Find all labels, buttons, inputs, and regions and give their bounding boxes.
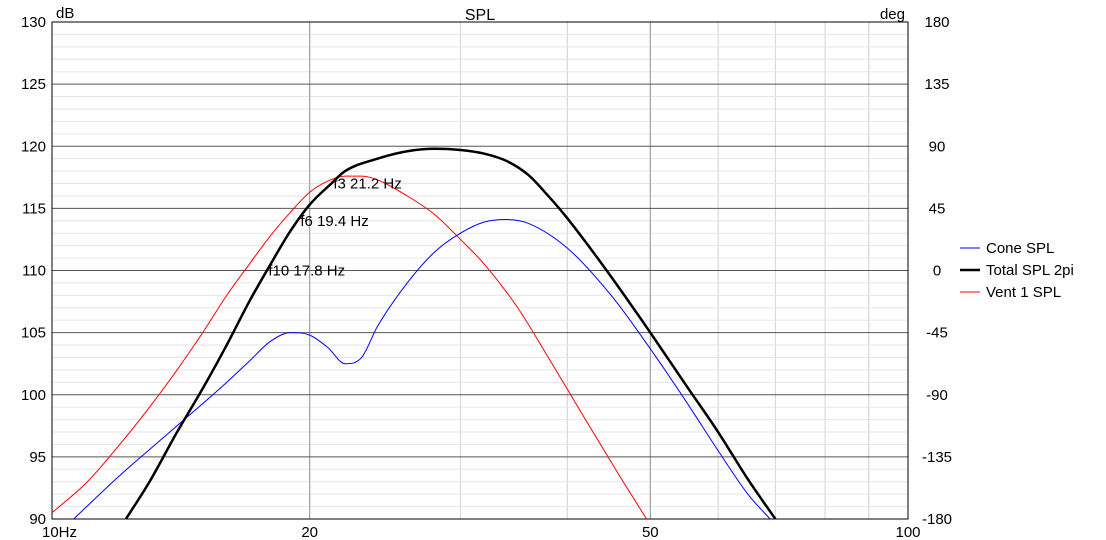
legend: Cone SPL Total SPL 2pi Vent 1 SPL [960,240,1074,301]
annotations: f3 21.2 Hz f6 19.4 Hz f10 17.8 Hz [268,176,401,280]
y2-tick-label: -180 [922,511,952,528]
x-tick-label: 50 [642,524,659,540]
y-axis-right: 180 135 90 45 0 -45 -90 -135 -180 [922,14,952,528]
series-line-1 [73,219,771,519]
y2-tick-label: -45 [926,325,948,342]
y-unit-left: dB [56,5,74,22]
x-tick-label: 10Hz [42,524,77,540]
annotation-label: f3 21.2 Hz [333,176,401,193]
y-tick-label: 105 [21,325,46,342]
y2-tick-label: -135 [922,449,952,466]
chart-title: SPL [465,7,495,24]
series-lines [52,147,777,519]
y2-tick-label: 135 [924,76,949,93]
y-tick-label: 110 [22,263,46,280]
x-tick-label: 20 [301,524,318,540]
annotation-label: f10 17.8 Hz [268,263,345,280]
plot-frame [51,21,909,520]
y-tick-label: 100 [21,387,46,404]
y2-tick-label: 180 [924,14,949,31]
y2-tick-label: 45 [929,200,946,217]
y-tick-label: 95 [29,449,46,466]
y-tick-label: 120 [21,138,46,155]
x-axis: 10Hz 20 50 100 [42,524,921,540]
y-tick-label: 125 [21,76,46,93]
y2-tick-label: 0 [933,263,941,280]
y2-tick-label: -90 [926,387,948,404]
grid [52,22,908,519]
annotation-label: f6 19.4 Hz [300,213,368,230]
y2-tick-label: 90 [929,138,946,155]
y-tick-label: 130 [21,14,46,31]
series-line-2 [124,147,777,519]
legend-entry: Cone SPL [986,240,1054,257]
y-unit-right: deg [880,6,905,23]
y-axis-left: 130 125 120 115 110 105 100 95 90 [21,14,46,528]
legend-entry: Total SPL 2pi [986,262,1074,279]
legend-entry: Vent 1 SPL [986,284,1061,301]
y-tick-label: 90 [29,511,46,528]
x-tick-label: 100 [895,524,920,540]
y-tick-label: 115 [22,200,46,217]
